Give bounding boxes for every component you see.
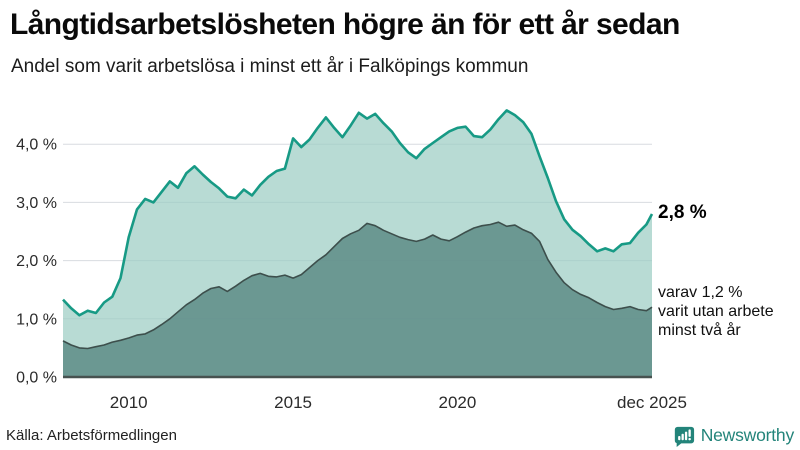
newsworthy-logo-icon <box>674 426 694 447</box>
svg-text:1,0 %: 1,0 % <box>16 311 57 328</box>
svg-text:2010: 2010 <box>110 393 148 412</box>
svg-text:2,0 %: 2,0 % <box>16 253 57 270</box>
svg-text:dec 2025: dec 2025 <box>617 393 687 412</box>
svg-text:0,0 %: 0,0 % <box>16 370 57 387</box>
newsworthy-logo-text: Newsworthy <box>700 425 795 445</box>
chart-title: Långtidsarbetslösheten högre än för ett … <box>10 8 680 41</box>
newsworthy-logo[interactable]: Newsworthy <box>673 424 794 447</box>
chart-subtitle: Andel som varit arbetslösa i minst ett å… <box>11 56 529 77</box>
svg-text:3,0 %: 3,0 % <box>16 195 57 212</box>
svg-text:2015: 2015 <box>274 393 312 412</box>
end-value-label: 2,8 % <box>658 202 707 223</box>
source-label: Källa: Arbetsförmedlingen <box>6 427 177 444</box>
svg-text:2020: 2020 <box>438 393 476 412</box>
svg-text:4,0 %: 4,0 % <box>16 137 57 154</box>
annotation-note: varav 1,2 % varit utan arbete minst två … <box>658 284 774 339</box>
